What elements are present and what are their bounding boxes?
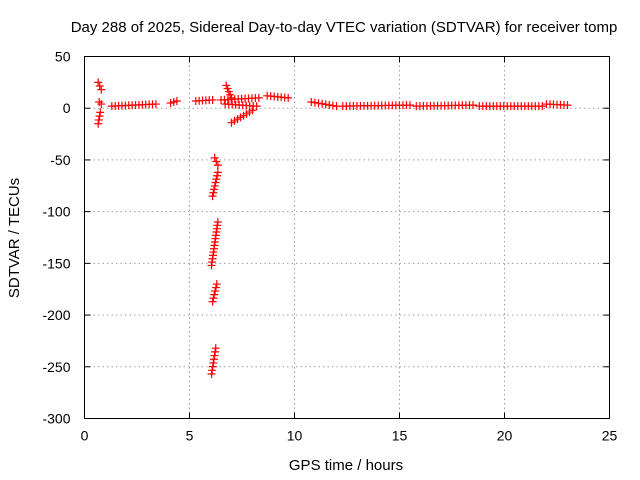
data-point xyxy=(227,93,236,102)
data-point xyxy=(211,287,220,296)
y-tick-label: 50 xyxy=(55,49,71,65)
y-tick-label: -50 xyxy=(50,152,70,168)
x-tick-label: 15 xyxy=(392,428,408,444)
data-point xyxy=(172,96,181,105)
y-axis-tick-labels: 50 0 -50 -100 -150 -200 -250 -300 xyxy=(42,49,70,427)
data-point xyxy=(211,344,220,353)
data-point xyxy=(210,290,219,299)
data-point xyxy=(210,185,219,194)
data-point xyxy=(96,108,105,117)
data-point xyxy=(212,280,221,289)
data-point xyxy=(211,283,220,292)
x-tick-label: 5 xyxy=(186,428,194,444)
x-tick-label: 20 xyxy=(497,428,513,444)
data-point xyxy=(95,81,104,90)
x-tick-label: 0 xyxy=(81,428,89,444)
data-point xyxy=(97,85,106,94)
data-point xyxy=(209,188,218,197)
y-tick-label: -300 xyxy=(42,411,70,427)
x-axis-tick-labels: 0 5 10 15 20 25 xyxy=(81,428,618,444)
y-tick-label: -200 xyxy=(42,307,70,323)
data-point xyxy=(94,115,103,124)
data-point xyxy=(213,171,222,180)
grid-lines xyxy=(84,56,610,419)
data-point xyxy=(252,102,261,111)
data-point xyxy=(213,161,222,170)
data-point xyxy=(212,175,221,184)
data-point xyxy=(95,98,104,107)
y-tick-label: -100 xyxy=(42,204,70,220)
data-series-sdtvar xyxy=(94,78,572,379)
data-point xyxy=(563,101,572,110)
data-point xyxy=(94,119,103,128)
x-tick-label: 25 xyxy=(602,428,618,444)
plot-frame xyxy=(84,56,610,419)
data-point xyxy=(469,101,477,110)
data-point xyxy=(209,294,218,303)
data-point xyxy=(211,178,220,187)
data-point xyxy=(213,168,222,177)
y-tick-label: 0 xyxy=(63,100,71,116)
y-tick-label: -150 xyxy=(42,255,70,271)
y-tick-label: -250 xyxy=(42,359,70,375)
data-point xyxy=(212,157,221,166)
data-point xyxy=(213,217,222,226)
data-point xyxy=(248,106,257,115)
data-point xyxy=(208,297,217,306)
data-point xyxy=(406,101,414,110)
x-axis-label: GPS time / hours xyxy=(289,457,403,474)
data-point xyxy=(208,95,217,104)
data-point xyxy=(94,78,103,87)
chart-title: Day 288 of 2025, Sidereal Day-to-day VTE… xyxy=(71,19,618,36)
x-tick-label: 10 xyxy=(287,428,303,444)
data-point xyxy=(97,100,106,109)
data-point xyxy=(210,181,219,190)
axis-ticks xyxy=(84,56,610,419)
data-point xyxy=(254,93,263,102)
data-point xyxy=(151,100,160,109)
data-point xyxy=(208,192,217,201)
data-point xyxy=(538,102,547,111)
data-point xyxy=(210,153,219,162)
y-axis-label: SDTVAR / TECUs xyxy=(6,178,23,298)
data-point xyxy=(95,112,104,121)
data-point xyxy=(284,93,293,102)
